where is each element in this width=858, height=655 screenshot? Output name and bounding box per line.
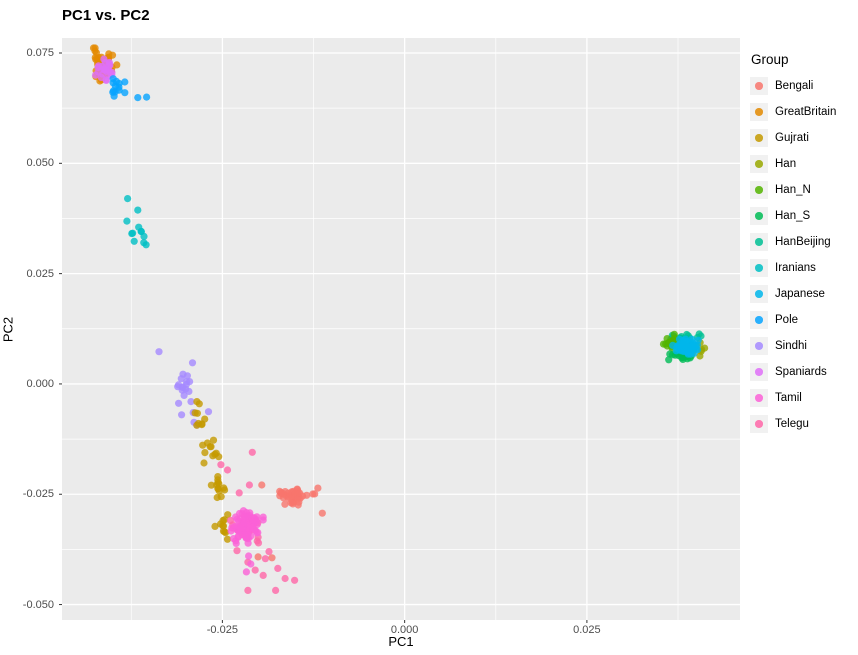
- y-axis-title: PC2: [0, 316, 16, 343]
- points-Iranians: [123, 195, 150, 249]
- x-tick-label: -0.025: [206, 624, 238, 636]
- legend-dot-icon: [755, 316, 763, 324]
- legend-dot-icon: [755, 420, 763, 428]
- legend-key: [750, 259, 768, 277]
- legend-dot-icon: [755, 108, 763, 116]
- legend-dot-icon: [755, 134, 763, 142]
- x-tick-label: 0.025: [573, 624, 601, 636]
- legend-label: HanBeijing: [775, 236, 831, 248]
- legend-label: Han_N: [775, 184, 811, 196]
- legend-label: Han_S: [775, 210, 811, 222]
- legend-label: Tamil: [775, 392, 802, 404]
- legend-entry-Gujrati: Gujrati: [750, 125, 836, 151]
- legend-key: [750, 77, 768, 95]
- points-Tamil: [227, 507, 267, 576]
- legend-entries: Bengali GreatBritain Gujrati Han Han_N Han_S H…: [750, 73, 836, 437]
- legend-dot-icon: [755, 342, 763, 350]
- legend-dot-icon: [755, 186, 763, 194]
- legend-entry-Tamil: Tamil: [750, 385, 836, 411]
- legend-entry-Han_S: Han_S: [750, 203, 836, 229]
- legend-key: [750, 311, 768, 329]
- legend-key: [750, 337, 768, 355]
- points-Sindhi: [155, 348, 213, 429]
- y-tick-label: 0.025: [26, 267, 54, 280]
- legend-label: Spaniards: [775, 366, 827, 378]
- legend-label: Iranians: [775, 262, 816, 274]
- legend-entry-Telegu: Telegu: [750, 411, 836, 437]
- y-tick-label: -0.025: [22, 488, 54, 501]
- points-Gujrati: [199, 436, 223, 467]
- legend-entry-Sindhi: Sindhi: [750, 333, 836, 359]
- legend-label: Bengali: [775, 80, 814, 92]
- legend-label: Han: [775, 158, 797, 170]
- points-Japanese: [669, 335, 702, 358]
- legend-title: Group: [751, 52, 789, 67]
- legend-label: Japanese: [775, 288, 825, 300]
- legend-key: [750, 285, 768, 303]
- legend-key: [750, 207, 768, 225]
- legend-entry-HanBeijing: HanBeijing: [750, 229, 836, 255]
- legend: Group Bengali GreatBritain Gujrati Han Han_N…: [750, 52, 836, 437]
- legend-dot-icon: [755, 264, 763, 272]
- legend-key: [750, 155, 768, 173]
- points-Spaniards: [91, 55, 116, 84]
- legend-label: Telegu: [775, 418, 809, 430]
- legend-key: [750, 103, 768, 121]
- legend-label: Sindhi: [775, 340, 807, 352]
- legend-entry-Han: Han: [750, 151, 836, 177]
- legend-entry-Han_N: Han_N: [750, 177, 836, 203]
- legend-key: [750, 389, 768, 407]
- legend-dot-icon: [755, 82, 763, 90]
- plot-title: PC1 vs. PC2: [62, 7, 150, 24]
- y-tick-label: -0.050: [22, 598, 54, 611]
- legend-dot-icon: [755, 212, 763, 220]
- legend-dot-icon: [755, 238, 763, 246]
- legend-dot-icon: [755, 160, 763, 168]
- y-tick-label: 0.050: [26, 157, 54, 170]
- grid-major: [62, 38, 740, 620]
- legend-dot-icon: [755, 368, 763, 376]
- points-Gujrati: [211, 511, 232, 537]
- legend-entry-Pole: Pole: [750, 307, 836, 333]
- points-Gujrati: [191, 400, 209, 429]
- legend-label: Gujrati: [775, 132, 809, 144]
- legend-label: Pole: [775, 314, 799, 326]
- legend-label: GreatBritain: [775, 106, 837, 118]
- legend-key: [750, 415, 768, 433]
- legend-entry-Japanese: Japanese: [750, 281, 836, 307]
- points-Gujrati: [193, 398, 232, 543]
- y-tick-label: 0.000: [26, 377, 54, 390]
- legend-entry-Bengali: Bengali: [750, 73, 836, 99]
- axis-tick-marks: [59, 52, 588, 623]
- legend-key: [750, 129, 768, 147]
- grid-minor: [62, 38, 740, 620]
- x-tick-label: 0.000: [390, 624, 419, 636]
- legend-key: [750, 233, 768, 251]
- y-tick-label: 0.075: [26, 47, 54, 59]
- legend-entry-Spaniards: Spaniards: [750, 359, 836, 385]
- legend-dot-icon: [755, 290, 763, 298]
- points-Pole: [109, 75, 151, 102]
- points-Bengali: [254, 481, 326, 562]
- legend-dot-icon: [755, 394, 763, 402]
- legend-key: [750, 181, 768, 199]
- legend-entry-GreatBritain: GreatBritain: [750, 99, 836, 125]
- legend-entry-Iranians: Iranians: [750, 255, 836, 281]
- legend-key: [750, 363, 768, 381]
- x-axis-title: PC1: [388, 634, 414, 649]
